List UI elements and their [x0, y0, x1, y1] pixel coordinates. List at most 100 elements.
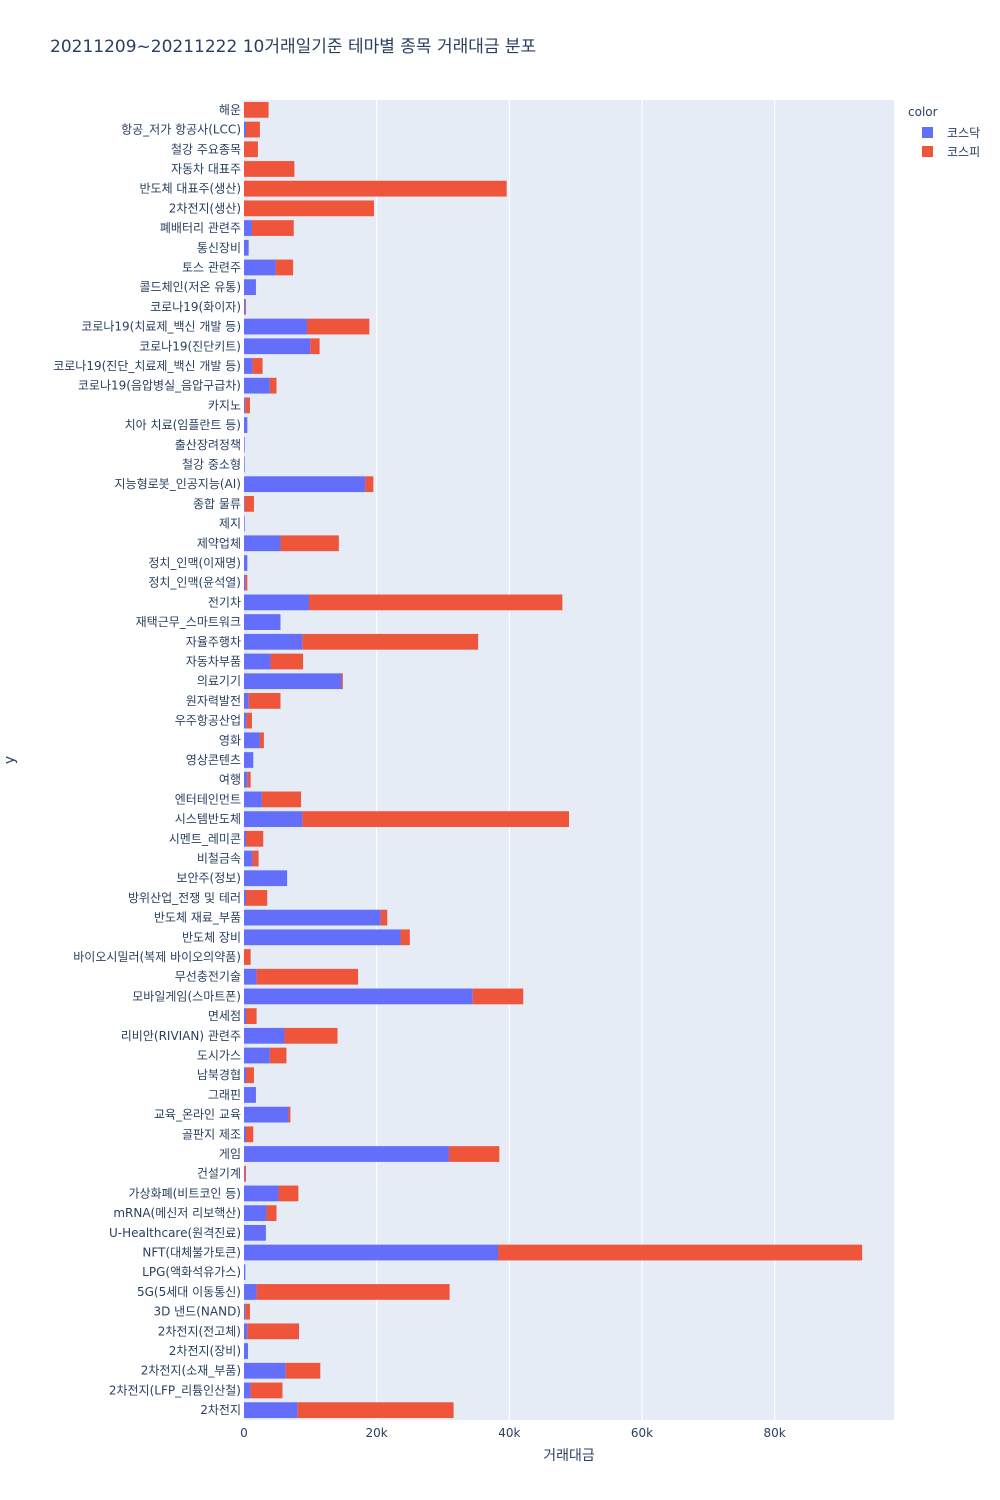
bar-segment[interactable]	[244, 358, 253, 374]
bar-segment[interactable]	[244, 1343, 248, 1359]
bar-segment[interactable]	[244, 180, 507, 197]
bar-segment[interactable]	[244, 1165, 245, 1182]
bar-segment[interactable]	[244, 890, 246, 906]
bar-segment[interactable]	[244, 259, 276, 276]
bar-segment[interactable]	[245, 890, 268, 906]
bar-segment[interactable]	[244, 968, 257, 985]
bar-segment[interactable]	[244, 496, 245, 512]
bar-segment[interactable]	[244, 909, 381, 926]
bar-segment[interactable]	[244, 1382, 251, 1399]
bar-segment[interactable]	[365, 476, 374, 493]
bar-segment[interactable]	[400, 929, 410, 946]
bar-segment[interactable]	[244, 830, 246, 847]
bar-segment[interactable]	[244, 298, 246, 315]
bar-segment[interactable]	[269, 1047, 287, 1064]
bar-segment[interactable]	[245, 1008, 257, 1024]
bar-segment[interactable]	[252, 358, 263, 374]
bar-segment[interactable]	[250, 1382, 283, 1399]
bar-segment[interactable]	[256, 1284, 450, 1300]
legend-item-kosdaq[interactable]: 코스닥	[922, 124, 980, 141]
bar-segment[interactable]	[244, 949, 251, 965]
bar-segment[interactable]	[244, 870, 288, 887]
bar-segment[interactable]	[244, 377, 270, 394]
bar-segment[interactable]	[244, 220, 252, 236]
bar-segment[interactable]	[244, 1047, 270, 1064]
bar-segment[interactable]	[244, 279, 256, 296]
bar-segment[interactable]	[244, 1185, 279, 1202]
bar-segment[interactable]	[244, 141, 258, 158]
bar-segment[interactable]	[280, 535, 339, 552]
bar-segment[interactable]	[244, 555, 248, 571]
bar-segment[interactable]	[244, 496, 254, 512]
bar-segment[interactable]	[244, 791, 262, 808]
bar-segment[interactable]	[244, 436, 245, 453]
bar-segment[interactable]	[244, 1402, 298, 1419]
bar-segment[interactable]	[244, 594, 309, 611]
bar-segment[interactable]	[244, 1264, 246, 1281]
legend-item-kospi[interactable]: 코스피	[922, 143, 980, 160]
bar-segment[interactable]	[247, 771, 251, 788]
bar-segment[interactable]	[251, 220, 294, 236]
bar-segment[interactable]	[297, 1402, 454, 1419]
bar-segment[interactable]	[244, 456, 245, 473]
bar-segment[interactable]	[288, 1106, 291, 1123]
bar-segment[interactable]	[244, 1067, 246, 1084]
bar-segment[interactable]	[270, 653, 304, 670]
bar-segment[interactable]	[245, 397, 250, 414]
bar-segment[interactable]	[307, 318, 370, 335]
bar-segment[interactable]	[244, 1303, 246, 1320]
bar-segment[interactable]	[244, 1165, 246, 1182]
bar-segment[interactable]	[244, 1244, 499, 1261]
bar-segment[interactable]	[244, 338, 311, 355]
bar-segment[interactable]	[472, 988, 524, 1005]
bar-segment[interactable]	[244, 1284, 257, 1300]
bar-segment[interactable]	[244, 161, 295, 177]
bar-segment[interactable]	[341, 673, 343, 690]
bar-segment[interactable]	[247, 1323, 300, 1340]
bar-segment[interactable]	[302, 811, 569, 827]
bar-segment[interactable]	[244, 653, 271, 670]
bar-segment[interactable]	[245, 830, 264, 847]
bar-segment[interactable]	[244, 101, 269, 118]
bar-segment[interactable]	[245, 1303, 250, 1320]
bar-segment[interactable]	[275, 259, 294, 276]
bar-segment[interactable]	[245, 298, 246, 315]
bar-segment[interactable]	[244, 318, 308, 335]
bar-segment[interactable]	[498, 1244, 863, 1261]
bar-segment[interactable]	[244, 811, 303, 827]
bar-segment[interactable]	[248, 693, 281, 709]
bar-segment[interactable]	[244, 693, 249, 709]
bar-segment[interactable]	[244, 1106, 289, 1123]
bar-segment[interactable]	[380, 909, 388, 926]
bar-segment[interactable]	[244, 417, 248, 433]
bar-segment[interactable]	[244, 771, 248, 788]
bar-segment[interactable]	[245, 121, 260, 138]
bar-segment[interactable]	[244, 712, 247, 729]
bar-segment[interactable]	[244, 121, 246, 138]
bar-segment[interactable]	[244, 633, 303, 650]
bar-segment[interactable]	[244, 239, 249, 256]
bar-segment[interactable]	[244, 574, 246, 591]
bar-segment[interactable]	[244, 850, 253, 867]
bar-segment[interactable]	[261, 791, 302, 808]
bar-segment[interactable]	[244, 1224, 266, 1241]
bar-segment[interactable]	[244, 988, 473, 1005]
bar-segment[interactable]	[448, 1146, 500, 1162]
bar-segment[interactable]	[244, 476, 366, 493]
bar-segment[interactable]	[269, 377, 277, 394]
bar-segment[interactable]	[244, 397, 246, 414]
bar-segment[interactable]	[244, 752, 254, 768]
bar-segment[interactable]	[244, 1126, 246, 1143]
bar-segment[interactable]	[244, 929, 401, 946]
bar-segment[interactable]	[244, 535, 281, 552]
bar-segment[interactable]	[244, 1087, 256, 1103]
bar-segment[interactable]	[310, 338, 320, 355]
bar-segment[interactable]	[252, 850, 259, 867]
bar-segment[interactable]	[244, 1205, 267, 1222]
bar-segment[interactable]	[244, 732, 260, 749]
bar-segment[interactable]	[244, 515, 245, 532]
bar-segment[interactable]	[244, 1323, 248, 1340]
bar-segment[interactable]	[246, 712, 252, 729]
bar-segment[interactable]	[244, 1027, 285, 1044]
bar-segment[interactable]	[285, 1362, 321, 1379]
